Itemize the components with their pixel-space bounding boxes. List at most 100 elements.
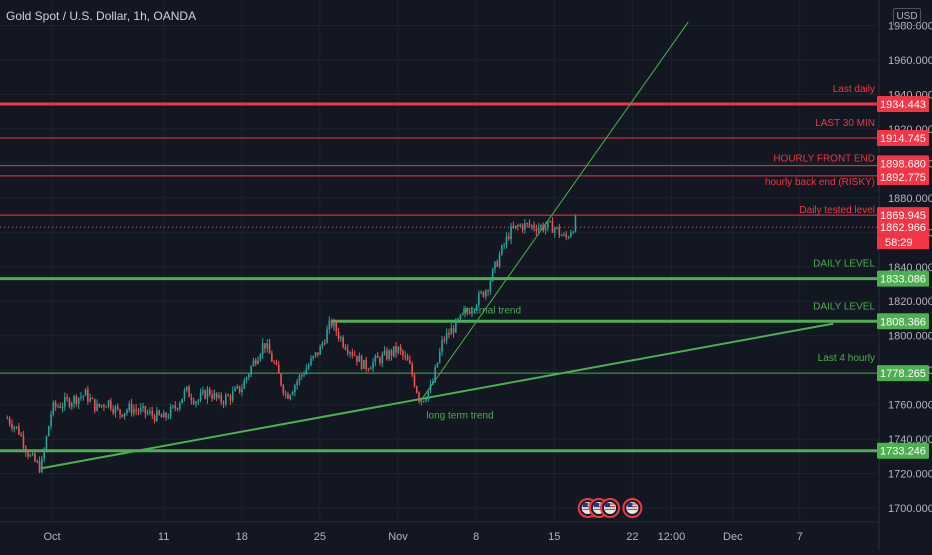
candle-body [510, 226, 512, 240]
candle-body [326, 329, 328, 344]
candle-body [190, 397, 193, 401]
candle-body [551, 221, 554, 233]
candle-body [236, 386, 239, 389]
candle-body [185, 386, 188, 391]
price-badge-label: 1898.680 [880, 158, 926, 170]
candle-body [533, 225, 535, 229]
candle-body [181, 398, 183, 404]
candle-body [110, 400, 112, 410]
candle-body [146, 412, 149, 414]
candle-body [151, 411, 154, 416]
event-markers [577, 498, 643, 518]
candle-body [289, 394, 292, 399]
horizontal-levels: Last daily LAST 30 MIN HOURLY FRONT END hou… [0, 84, 878, 453]
candle-body [305, 368, 308, 375]
trend-lines: long term trend internal trend [40, 21, 834, 470]
candle-body [298, 375, 301, 382]
candle-body [517, 225, 519, 227]
candle-body [328, 320, 331, 330]
price-badge-label: 1862.966 [880, 222, 926, 234]
flag-canton [593, 503, 599, 507]
candle-body [84, 389, 87, 396]
candle-body [8, 418, 11, 424]
candle-body [43, 449, 45, 459]
us-flag-icon [622, 498, 643, 518]
candle-body [445, 333, 448, 341]
candle-body [280, 373, 282, 386]
trend-line [40, 322, 834, 470]
candle-body [544, 227, 547, 231]
candle-body [284, 393, 287, 395]
candle-body [18, 426, 20, 435]
level-label: DAILY LEVEL [813, 259, 875, 270]
candle-body [64, 397, 66, 407]
candle-body [540, 224, 542, 228]
currency-button[interactable]: USD [893, 8, 921, 26]
candle-body [475, 305, 478, 310]
candle-body [238, 386, 241, 393]
candle-body [15, 426, 18, 428]
candle-body [530, 225, 533, 227]
candle-body [418, 392, 420, 402]
candle-body [572, 231, 574, 233]
candle-body [519, 224, 522, 227]
candle-body [422, 400, 425, 402]
candle-body [87, 389, 89, 402]
price-badge-label: 1934.443 [880, 99, 926, 111]
candle-body [231, 391, 234, 401]
candle-body [505, 236, 508, 245]
candle-body [119, 409, 121, 415]
candle-body [353, 354, 356, 356]
candle-body [310, 358, 312, 366]
candle-body [98, 403, 101, 407]
price-badge [877, 219, 929, 236]
y-tick-label: 1980.000 [888, 21, 932, 33]
candle-body [537, 227, 540, 232]
candle-body [29, 454, 32, 457]
price-badge [877, 155, 929, 172]
candle-body [82, 395, 85, 397]
candle-body [275, 362, 278, 365]
candle-body [484, 290, 487, 297]
candle-body [165, 412, 167, 418]
candle-body [480, 291, 482, 294]
candle-body [137, 410, 140, 412]
candle-body [358, 355, 361, 362]
candle-body [188, 386, 190, 398]
candle-body [542, 224, 545, 231]
candle-body [54, 402, 57, 407]
candle-body [206, 388, 209, 399]
candle-body [50, 414, 52, 427]
candle-body [20, 434, 22, 436]
candle-body [524, 223, 526, 230]
candle-body [436, 362, 439, 368]
candle-body [496, 261, 499, 267]
candle-body [349, 352, 351, 354]
candle-body [565, 234, 568, 238]
x-tick-label: Oct [43, 531, 60, 543]
y-tick-label: 1820.000 [888, 296, 932, 308]
candle-body [464, 310, 466, 314]
candle-body [317, 352, 319, 355]
candle-body [503, 244, 505, 246]
candle-body [473, 309, 476, 311]
candle-body [567, 237, 570, 239]
candle-body [268, 343, 271, 354]
candle-body [245, 377, 248, 381]
candle-body [563, 234, 565, 236]
candle-body [296, 381, 298, 386]
countdown-badge [877, 235, 929, 250]
candle-body [80, 396, 82, 398]
flag-canton [605, 503, 611, 507]
candle-body [162, 412, 165, 418]
candle-body [213, 392, 216, 399]
candle-body [139, 407, 142, 412]
candle-body [130, 403, 133, 414]
candle-body [202, 390, 204, 394]
candle-body [441, 339, 443, 352]
candle-body [31, 453, 34, 455]
candle-body [176, 408, 179, 410]
candle-body [443, 339, 446, 341]
